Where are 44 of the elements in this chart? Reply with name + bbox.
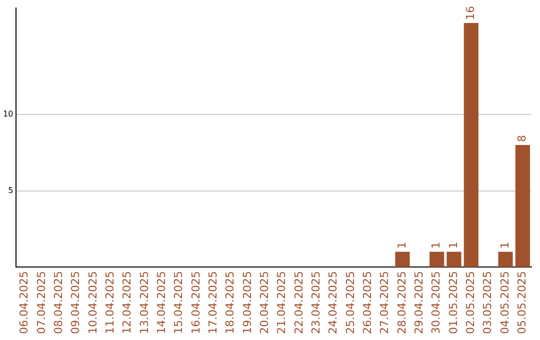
x-tick-label: 12.04.2025 (120, 271, 134, 334)
x-tick-label: 17.04.2025 (206, 271, 220, 334)
bar (498, 252, 513, 268)
x-tick-label: 25.04.2025 (344, 271, 357, 334)
x-tick-label: 30.04.2025 (430, 271, 443, 334)
x-tick-label: 08.04.2025 (52, 271, 65, 334)
data-label: 1 (446, 242, 460, 249)
x-tick-label: 19.04.2025 (240, 271, 254, 334)
x-tick-label: 23.04.2025 (309, 271, 322, 334)
x-tick-label: 28.04.2025 (395, 271, 408, 334)
data-label: 8 (516, 135, 529, 142)
x-tick-label: 15.04.2025 (172, 271, 186, 334)
y-tick-label: 5 (8, 186, 14, 195)
x-tick-label: 13.04.2025 (138, 271, 151, 334)
bar (464, 23, 478, 268)
bar (395, 252, 410, 268)
bar (515, 145, 530, 268)
x-tick-label: 21.04.2025 (275, 271, 288, 334)
x-tick-label: 01.05.2025 (446, 271, 460, 334)
x-tick-label: 04.05.2025 (498, 271, 512, 334)
x-tick-label: 05.05.2025 (516, 271, 529, 334)
x-tick-label: 14.04.2025 (154, 271, 168, 334)
x-tick-label: 18.04.2025 (224, 271, 237, 334)
x-tick-label: 27.04.2025 (378, 271, 392, 334)
y-tick-label: 10 (2, 110, 14, 119)
x-tick-label: 10.04.2025 (86, 271, 100, 334)
x-tick-label: 24.04.2025 (326, 271, 340, 334)
bar (430, 252, 444, 268)
x-tick-label: 09.04.2025 (69, 271, 82, 334)
data-label: 1 (430, 242, 443, 249)
x-tick-label: 29.04.2025 (412, 271, 426, 334)
x-tick-label: 07.04.2025 (34, 271, 48, 334)
data-label: 1 (395, 242, 408, 249)
data-label: 1 (498, 242, 512, 249)
x-tick-label: 22.04.2025 (292, 271, 306, 334)
data-label: 16 (464, 6, 478, 20)
x-tick-label: 06.04.2025 (18, 271, 31, 334)
x-tick-label: 11.04.2025 (103, 271, 116, 334)
x-tick-label: 26.04.2025 (361, 271, 374, 334)
bar (446, 252, 462, 268)
x-tick-label: 16.04.2025 (189, 271, 202, 334)
x-tick-label: 20.04.2025 (258, 271, 271, 334)
x-tick-label: 02.05.2025 (464, 271, 478, 334)
x-tick-label: 03.05.2025 (481, 271, 494, 334)
